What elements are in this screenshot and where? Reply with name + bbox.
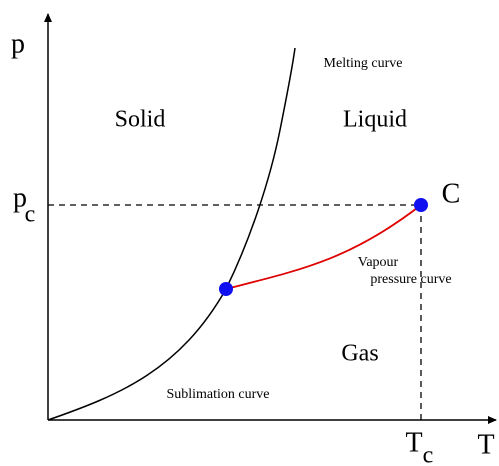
vapour-curve-label: pressure curve (370, 272, 451, 287)
liquid-label: Liquid (343, 107, 407, 133)
gas-label: Gas (341, 341, 378, 367)
melting-curve-label: Melting curve (324, 56, 403, 71)
pc-subscript: c (25, 202, 36, 228)
triple-point (219, 282, 233, 296)
solid-label: Solid (115, 107, 166, 133)
sublimation-curve-label: Sublimation curve (166, 387, 269, 402)
tc-subscript: c (423, 443, 434, 466)
tc-symbol: T (405, 427, 422, 458)
y-axis-label: p (11, 28, 25, 59)
x-axis-label: T (477, 429, 494, 460)
critical-point (414, 198, 428, 212)
vapour-curve-label: Vapour (358, 255, 399, 270)
pc-symbol: p (13, 182, 27, 213)
critical-point-label: C (442, 178, 461, 209)
vapour-pressure-curve (225, 204, 422, 290)
sublimation-melting-curve (47, 47, 296, 421)
